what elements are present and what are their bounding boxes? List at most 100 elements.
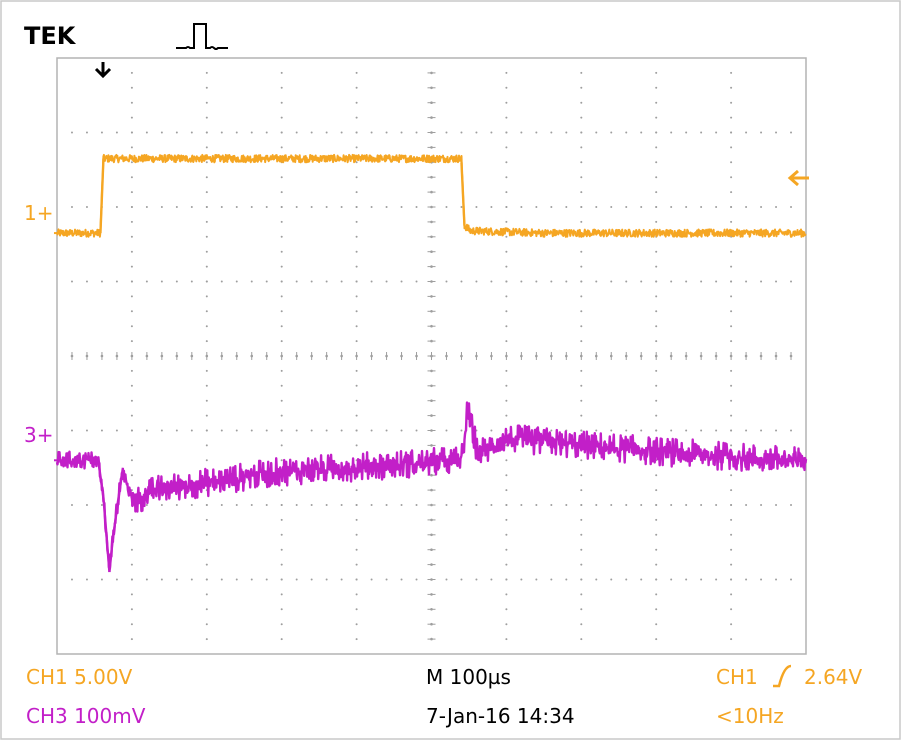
grid-dot bbox=[730, 638, 733, 641]
grid-dot bbox=[205, 369, 208, 372]
grid-dot bbox=[130, 369, 133, 372]
grid-dot bbox=[535, 206, 538, 208]
grid-dot bbox=[580, 548, 583, 551]
grid-dot bbox=[400, 206, 403, 208]
ch1-trace bbox=[56, 153, 807, 238]
grid-dot bbox=[730, 280, 733, 283]
grid-dot bbox=[220, 280, 223, 283]
grid-dot bbox=[445, 131, 448, 134]
grid-dot bbox=[760, 206, 763, 208]
grid-dot bbox=[355, 265, 358, 268]
grid-dot bbox=[595, 429, 598, 432]
grid-dot bbox=[505, 533, 508, 536]
grid-dot bbox=[445, 504, 448, 506]
grid-dot bbox=[745, 206, 748, 208]
grid-dot bbox=[250, 131, 253, 134]
grid-dot bbox=[505, 191, 508, 194]
grid-dot bbox=[115, 131, 118, 134]
grid-dot bbox=[505, 86, 508, 89]
grid-dot bbox=[700, 504, 703, 506]
grid-dot bbox=[670, 504, 673, 506]
grid-dot bbox=[580, 533, 583, 536]
grid-dot bbox=[265, 206, 268, 208]
grid-dot bbox=[355, 563, 358, 566]
graticule-frame bbox=[56, 57, 807, 655]
grid-dot bbox=[670, 429, 673, 432]
grid-dot bbox=[355, 325, 358, 328]
grid-dot bbox=[280, 414, 283, 417]
grid-dot bbox=[280, 518, 283, 521]
grid-dot bbox=[580, 608, 583, 611]
grid-dot bbox=[580, 250, 583, 253]
grid-dot bbox=[205, 265, 208, 268]
grid-dot bbox=[370, 578, 373, 581]
grid-dot bbox=[655, 369, 658, 372]
grid-dot bbox=[205, 86, 208, 89]
grid-dot bbox=[580, 563, 583, 566]
grid-dot bbox=[610, 578, 613, 581]
grid-dot bbox=[790, 280, 793, 283]
grid-dot bbox=[580, 86, 583, 89]
grid-dot bbox=[325, 504, 328, 506]
grid-dot bbox=[655, 563, 658, 566]
grid-dot bbox=[505, 280, 508, 283]
grid-dot bbox=[175, 578, 178, 581]
grid-dot bbox=[580, 518, 583, 521]
grid-dot bbox=[730, 578, 733, 581]
grid-dot bbox=[700, 429, 703, 432]
grid-dot bbox=[655, 533, 658, 536]
grid-dot bbox=[505, 623, 508, 626]
grid-dot bbox=[595, 280, 598, 283]
grid-dot bbox=[280, 623, 283, 626]
grid-dot bbox=[655, 206, 658, 208]
grid-dot bbox=[280, 220, 283, 223]
grid-dot bbox=[280, 429, 283, 432]
grid-dot bbox=[520, 280, 523, 283]
grid-dot bbox=[235, 504, 238, 506]
grid-dot bbox=[655, 280, 658, 283]
grid-dot bbox=[730, 310, 733, 313]
grid-dot bbox=[655, 71, 658, 74]
grid-dot bbox=[130, 474, 133, 477]
grid-dot bbox=[730, 548, 733, 551]
grid-dot bbox=[580, 176, 583, 179]
grid-dot bbox=[655, 399, 658, 402]
grid-dot bbox=[355, 235, 358, 238]
grid-dot bbox=[505, 295, 508, 298]
grid-dot bbox=[760, 504, 763, 506]
trigger-frequency-readout: <10Hz bbox=[716, 704, 784, 728]
grid-dot bbox=[295, 280, 298, 283]
grid-dot bbox=[715, 504, 718, 506]
ch1-edge bbox=[99, 158, 105, 234]
grid-dot bbox=[355, 131, 358, 134]
grid-dot bbox=[280, 608, 283, 611]
grid-dot bbox=[130, 86, 133, 89]
grid-dot bbox=[175, 429, 178, 432]
grid-dot bbox=[655, 518, 658, 521]
grid-dot bbox=[490, 280, 493, 283]
grid-dot bbox=[745, 504, 748, 506]
grid-dot bbox=[460, 429, 463, 432]
grid-dot bbox=[280, 176, 283, 179]
grid-dot bbox=[130, 206, 133, 208]
trigger-level-marker bbox=[787, 169, 809, 187]
ch3-trace bbox=[55, 401, 808, 571]
grid-dot bbox=[250, 578, 253, 581]
grid-dot bbox=[400, 429, 403, 432]
grid-dot bbox=[775, 206, 778, 208]
grid-dot bbox=[280, 399, 283, 402]
grid-dot bbox=[655, 593, 658, 596]
grid-dot bbox=[475, 206, 478, 208]
grid-dot bbox=[505, 250, 508, 253]
grid-dot bbox=[175, 504, 178, 506]
grid-dot bbox=[280, 295, 283, 298]
grid-dot bbox=[205, 593, 208, 596]
grid-dot bbox=[730, 116, 733, 119]
grid-dot bbox=[505, 146, 508, 149]
grid-dot bbox=[730, 191, 733, 194]
grid-dot bbox=[730, 369, 733, 372]
pulse-icon bbox=[176, 23, 228, 50]
grid-dot bbox=[205, 191, 208, 194]
grid-dot bbox=[625, 578, 628, 581]
grid-dot bbox=[160, 280, 163, 283]
